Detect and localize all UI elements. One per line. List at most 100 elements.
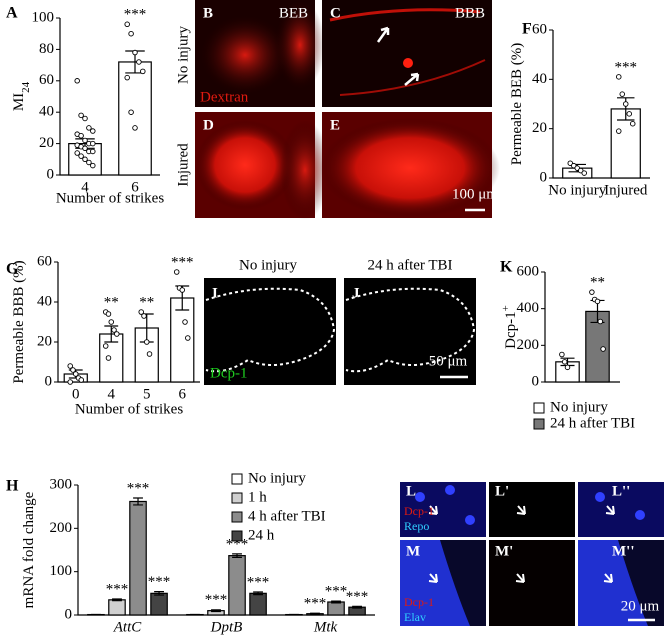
significance: *** [247, 574, 270, 590]
data-point [67, 379, 73, 385]
y-tick-label: 20 [532, 120, 547, 136]
scale-label: 50 μm [429, 353, 468, 369]
y-axis-label: MI24 [11, 81, 31, 111]
data-point [78, 377, 85, 383]
data-point [108, 319, 114, 325]
significance: *** [615, 59, 638, 75]
column-title: No injury [239, 257, 297, 273]
significance: *** [171, 254, 194, 270]
image-c: C BBB [322, 0, 492, 107]
y-tick-label: 100 [32, 9, 55, 25]
y-tick-label: 600 [517, 263, 540, 279]
panel-letter: M [406, 543, 420, 559]
bar [118, 61, 152, 176]
data-point [629, 120, 636, 127]
data-point [597, 318, 604, 325]
error-bar [331, 600, 341, 604]
stain-label: Dcp-1 [210, 365, 248, 381]
data-point [72, 371, 79, 377]
significance: *** [127, 480, 150, 496]
data-point [594, 298, 601, 305]
bar [129, 500, 147, 616]
image-m-row: M M' M'' Dcp-1 Elav 20 μm [400, 540, 664, 626]
y-tick-label: 40 [37, 293, 52, 309]
scale-label: 100 μm [452, 186, 498, 202]
row-label: No injury [175, 26, 191, 84]
significance: *** [106, 581, 129, 597]
y-axis-label-text: MI [11, 93, 27, 111]
data-point [67, 363, 73, 369]
panel-letter: K [500, 259, 513, 276]
data-point [561, 359, 568, 365]
column-title: 24 h after TBI [367, 257, 452, 273]
y-tick-label: 60 [39, 72, 54, 88]
data-point [143, 339, 150, 345]
y-tick-label: 20 [39, 135, 54, 151]
significance: ** [590, 275, 605, 291]
data-point [105, 355, 112, 361]
data-point [78, 112, 84, 119]
data-point [82, 156, 88, 163]
row-label: Injured [175, 143, 191, 187]
data-point [82, 137, 88, 144]
panel-letter: M' [495, 543, 513, 559]
data-point [90, 148, 96, 155]
panel-letter: G [6, 261, 19, 278]
image-tag: BEB [279, 5, 308, 21]
data-point [90, 140, 96, 147]
legend-label: 4 h after TBI [248, 508, 326, 524]
x-tick-label: Injured [604, 182, 648, 198]
legend-label: 24 h after TBI [550, 415, 635, 431]
y-axis-label-text: Permeable BBB (%) [11, 260, 27, 383]
x-tick-label: No injury [548, 182, 606, 198]
data-point [74, 150, 80, 156]
data-point [114, 331, 120, 337]
x-tick-label: 0 [72, 386, 80, 402]
y-axis-label-text: mRNA fold change [21, 491, 37, 608]
image-tag: BBB [455, 5, 485, 21]
y-tick-label: 80 [39, 41, 54, 57]
y-axis-label-sub: 24 [20, 81, 32, 93]
image-b: B BEB Dextran [195, 0, 325, 107]
y-tick-label: 60 [532, 21, 547, 37]
x-tick-label: AttC [113, 619, 142, 635]
panel-letter: L'' [612, 483, 630, 499]
data-point [616, 74, 622, 80]
error-bar [133, 497, 143, 506]
legend-swatch [533, 402, 545, 414]
error-bar [112, 598, 122, 602]
scale-label: 20 μm [621, 598, 660, 614]
significance: *** [148, 574, 171, 590]
image-j: J 50 μm [344, 278, 476, 385]
legend-label: 1 h [248, 489, 267, 505]
panel-letter: L' [495, 483, 509, 499]
legend-label: No injury [550, 399, 608, 415]
panel-letter: H [6, 478, 19, 495]
error-bar [310, 612, 320, 615]
data-point [124, 21, 130, 28]
image-e: E 100 μm [320, 112, 500, 218]
data-point [182, 319, 188, 325]
x-tick-label: 4 [81, 179, 89, 195]
y-axis-label-sup: + [500, 305, 512, 311]
data-point [86, 159, 92, 166]
panel-letter: D [203, 117, 214, 133]
legend-swatch [231, 492, 243, 504]
data-point [626, 111, 632, 117]
data-point [124, 74, 130, 81]
x-tick-label: 5 [143, 386, 151, 402]
data-point [78, 153, 84, 159]
data-point [141, 313, 147, 319]
x-axis-label: Number of strikes [56, 190, 164, 206]
data-point [616, 128, 622, 134]
data-point [102, 343, 109, 349]
data-point [70, 367, 76, 373]
legend-swatch [231, 473, 243, 485]
y-tick-label: 200 [50, 520, 73, 536]
significance: ** [104, 294, 119, 310]
stain-label: Dcp-1 [404, 504, 434, 518]
x-tick-label: 6 [131, 179, 139, 195]
data-point [619, 91, 626, 97]
y-tick-label: 0 [540, 169, 548, 185]
significance: ** [139, 294, 154, 310]
